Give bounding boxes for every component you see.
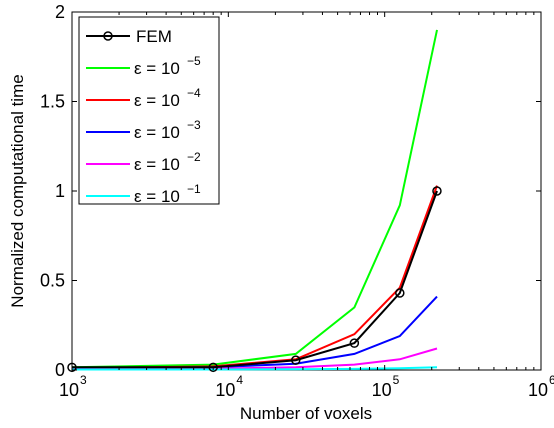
axis-ticks: 10 3 10 4 10 5 10 600.511.52 xyxy=(40,2,554,400)
x-axis-label: Number of voxels xyxy=(240,404,372,423)
legend-label: FEM xyxy=(136,27,172,46)
x-tick-base: 10 xyxy=(372,380,392,400)
legend-label-exponent: −3 xyxy=(187,118,201,132)
legend-item: ε = 10 −3 xyxy=(86,118,201,142)
legend-label: ε = 10 xyxy=(134,123,180,142)
x-tick-label: 10 4 xyxy=(215,373,243,400)
x-tick-base: 10 xyxy=(528,380,548,400)
legend-item: FEM xyxy=(86,27,172,46)
series-line-5 xyxy=(72,366,438,371)
legend-item: ε = 10 −5 xyxy=(86,54,201,78)
data-point xyxy=(67,362,77,373)
data-point xyxy=(349,338,360,348)
legend-label-exponent: −2 xyxy=(187,150,201,164)
legend-box xyxy=(78,16,220,205)
x-tick-base: 10 xyxy=(215,380,235,400)
data-point xyxy=(291,355,301,365)
legend-label-exponent: −4 xyxy=(187,86,201,100)
x-tick-label: 10 3 xyxy=(59,373,87,400)
y-tick-label: 0 xyxy=(55,360,65,380)
x-tick-label: 10 5 xyxy=(372,373,400,400)
x-tick-base: 10 xyxy=(59,380,79,400)
legend-label: ε = 10 xyxy=(134,59,180,78)
y-tick-label: 0.5 xyxy=(40,271,65,291)
y-axis-label: Normalized computational time xyxy=(8,74,27,307)
x-tick-label: 10 6 xyxy=(528,373,554,400)
legend-label-exponent: −5 xyxy=(187,54,201,68)
y-tick-label: 2 xyxy=(55,2,65,22)
data-point xyxy=(395,288,405,298)
x-tick-exponent: 3 xyxy=(80,373,87,387)
x-tick-exponent: 4 xyxy=(236,373,243,387)
x-tick-exponent: 5 xyxy=(393,373,400,387)
legend-item: ε = 10 −2 xyxy=(86,150,201,174)
y-tick-label: 1.5 xyxy=(40,92,65,112)
y-tick-label: 1 xyxy=(55,181,65,201)
data-point xyxy=(432,186,442,196)
legend-label: ε = 10 xyxy=(134,155,180,174)
legend-label: ε = 10 xyxy=(134,91,180,110)
legend-item: ε = 10 −4 xyxy=(86,86,201,110)
series-line-1 xyxy=(71,29,438,369)
series-layer xyxy=(67,29,442,373)
legend-item: ε = 10 −1 xyxy=(86,182,201,206)
data-point xyxy=(208,362,218,373)
series-line-0 xyxy=(72,190,438,369)
legend-label: ε = 10 xyxy=(134,187,180,206)
legend-label-exponent: −1 xyxy=(187,182,201,196)
x-tick-exponent: 6 xyxy=(549,373,554,387)
legend-marker xyxy=(103,31,113,41)
